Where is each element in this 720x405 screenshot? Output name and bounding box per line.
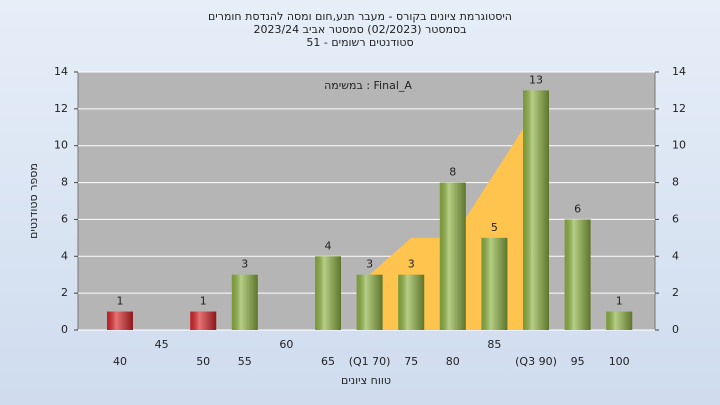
y-tick-label: 8	[61, 176, 68, 189]
x-tick-label: 50	[196, 355, 210, 368]
y2-tick-label: 10	[672, 139, 686, 152]
x-tick-label: 60	[279, 338, 293, 351]
y2-tick-label: 0	[672, 323, 679, 336]
bar-shade	[356, 274, 383, 330]
value-label: 1	[200, 295, 207, 308]
x-tick-label: 100	[609, 355, 630, 368]
value-label: 4	[325, 239, 332, 252]
y-tick-label: 2	[61, 286, 68, 299]
bar-shade	[564, 219, 591, 330]
y-tick-label: 6	[61, 212, 68, 225]
x-tick-label: (Q3 90)	[515, 355, 557, 368]
y2-tick-label: 8	[672, 176, 679, 189]
x-tick-label: 40	[113, 355, 127, 368]
bar-shade	[107, 311, 133, 330]
bar-shade	[190, 311, 217, 330]
x-tick-label: 80	[446, 355, 460, 368]
y2-tick-label: 14	[672, 65, 686, 78]
chart-title: היסטוגרמת ציונים בקורס - מעבר תנע,חום ומ…	[208, 10, 512, 23]
y-tick-label: 14	[54, 65, 68, 78]
y-tick-label: 10	[54, 139, 68, 152]
value-label: 1	[616, 295, 623, 308]
value-label: 5	[491, 221, 498, 234]
y-tick-label: 12	[54, 102, 68, 115]
value-label: 6	[574, 202, 581, 215]
value-label: 3	[241, 258, 248, 271]
x-axis-label: טווח ציונים	[341, 374, 391, 387]
bar-shade	[315, 256, 341, 330]
x-tick-label: 95	[571, 355, 585, 368]
y-tick-label: 0	[61, 323, 68, 336]
y2-tick-label: 2	[672, 286, 679, 299]
bar-shade	[523, 90, 549, 330]
value-label: 3	[408, 258, 415, 271]
y2-tick-label: 6	[672, 212, 679, 225]
y2-tick-label: 4	[672, 249, 679, 262]
bar-shade	[231, 274, 258, 330]
x-tick-label: 65	[321, 355, 335, 368]
value-label: 3	[366, 258, 373, 271]
value-label: 13	[529, 73, 543, 86]
x-tick-label: (Q1 70)	[349, 355, 391, 368]
y2-tick-label: 12	[672, 102, 686, 115]
x-tick-label: 45	[155, 338, 169, 351]
x-tick-label: 55	[238, 355, 252, 368]
chart-subtitle: בסמסטר (02/2023) סמסטר אביב 2023/24	[253, 23, 466, 36]
bar-shade	[398, 274, 425, 330]
bar-shade	[439, 182, 466, 330]
bar-shade	[606, 311, 633, 330]
x-tick-label: 75	[404, 355, 418, 368]
value-label: 8	[449, 166, 456, 179]
y-tick-label: 4	[61, 249, 68, 262]
y-axis-label: מספר סטודנטים	[27, 163, 40, 239]
value-label: 1	[117, 295, 124, 308]
bar-shade	[481, 237, 508, 330]
annotation: במשימה : Final_A	[324, 79, 412, 92]
chart-subtitle: סטודנטים רשומים - 51	[306, 36, 413, 49]
x-tick-label: 85	[487, 338, 501, 351]
